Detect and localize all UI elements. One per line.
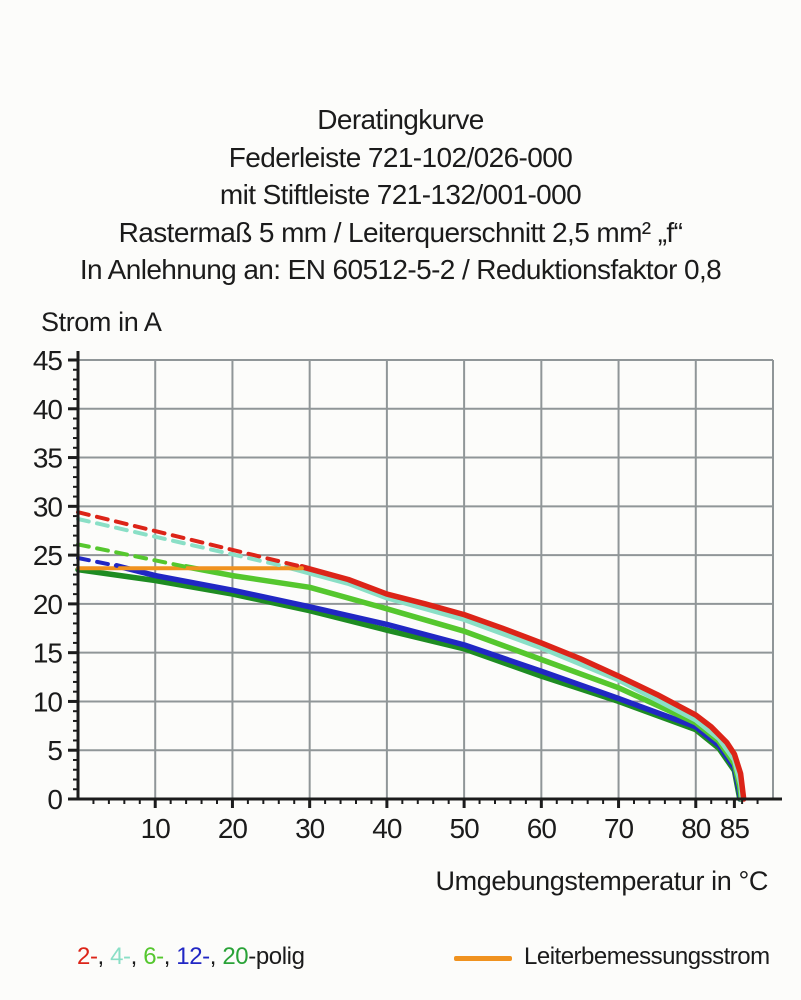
title-line-5: In Anlehnung an: EN 60512-5-2 / Reduktio…	[79, 254, 722, 285]
title-line-3: mit Stiftleiste 721-132/001-000	[219, 179, 582, 210]
rated-current-label: Leiterbemessungsstrom	[524, 943, 770, 970]
x-tick-label-70: 70	[604, 813, 634, 844]
pole-legend-segment: 2-	[77, 943, 98, 970]
title-line-4: Rastermaß 5 mm / Leiterquerschnitt 2,5 m…	[118, 216, 683, 248]
legend-row: 2-, 4-, 6-, 12-, 20-polig Leiterbemessun…	[0, 0, 801, 970]
curve-2-polig	[299, 564, 747, 802]
y-tick-label-5: 5	[47, 735, 62, 766]
y-tick-label-15: 15	[33, 638, 63, 669]
curve-6-polig-ohne-reduktionsfaktor	[76, 542, 189, 569]
pole-legend-segment: 12-	[176, 943, 210, 970]
curve-2-polig-ohne-reduktionsfaktor	[76, 510, 304, 569]
y-tick-label-20: 20	[33, 589, 63, 620]
pole-legend-segment: ,	[163, 943, 177, 970]
x-tick-label-50: 50	[450, 813, 480, 844]
x-tick-label-20: 20	[218, 813, 248, 844]
x-tick-label-85: 85	[720, 813, 750, 844]
y-tick-label-25: 25	[33, 540, 63, 571]
curve-12-polig	[113, 563, 744, 802]
y-tick-label-0: 0	[47, 784, 62, 815]
x-tick-label-60: 60	[527, 813, 557, 844]
pole-legend-segment: 6-	[143, 943, 164, 970]
pole-legend-segment: ,	[130, 943, 144, 970]
pole-legend-segment: -polig	[248, 943, 305, 970]
rated-current-line-swatch	[454, 956, 512, 961]
y-tick-label-45: 45	[33, 345, 63, 376]
y-tick-label-10: 10	[33, 686, 63, 717]
curve-12-polig-ohne-reduktionsfaktor	[76, 556, 119, 568]
y-tick-label-40: 40	[33, 394, 63, 425]
title-line-2: Federleiste 721-102/026-000	[228, 141, 573, 173]
pole-legend-segment: 4-	[110, 943, 131, 970]
curve-4-polig-ohne-reduktionsfaktor	[76, 517, 289, 569]
x-tick-label-30: 30	[295, 813, 325, 844]
y-tick-label-30: 30	[33, 491, 63, 522]
pole-legend-segment: ,	[97, 943, 111, 970]
chart-title-block: Deratingkurve Federleiste 721-102/026-00…	[0, 101, 801, 289]
pole-legend-segment: 20	[222, 943, 249, 970]
title-line-1: Deratingkurve	[317, 104, 484, 135]
x-tick-label-40: 40	[372, 813, 402, 844]
pole-legend-segment: ,	[209, 943, 223, 970]
y-axis-title: Strom in A	[41, 307, 162, 337]
x-tick-label-80: 80	[681, 813, 711, 844]
y-tick-label-35: 35	[33, 443, 63, 474]
x-axis-title: Umgebungstemperatur in °C	[435, 866, 769, 896]
poles-legend: 2-, 4-, 6-, 12-, 20-polig	[77, 943, 305, 971]
x-tick-label-10: 10	[141, 813, 171, 844]
